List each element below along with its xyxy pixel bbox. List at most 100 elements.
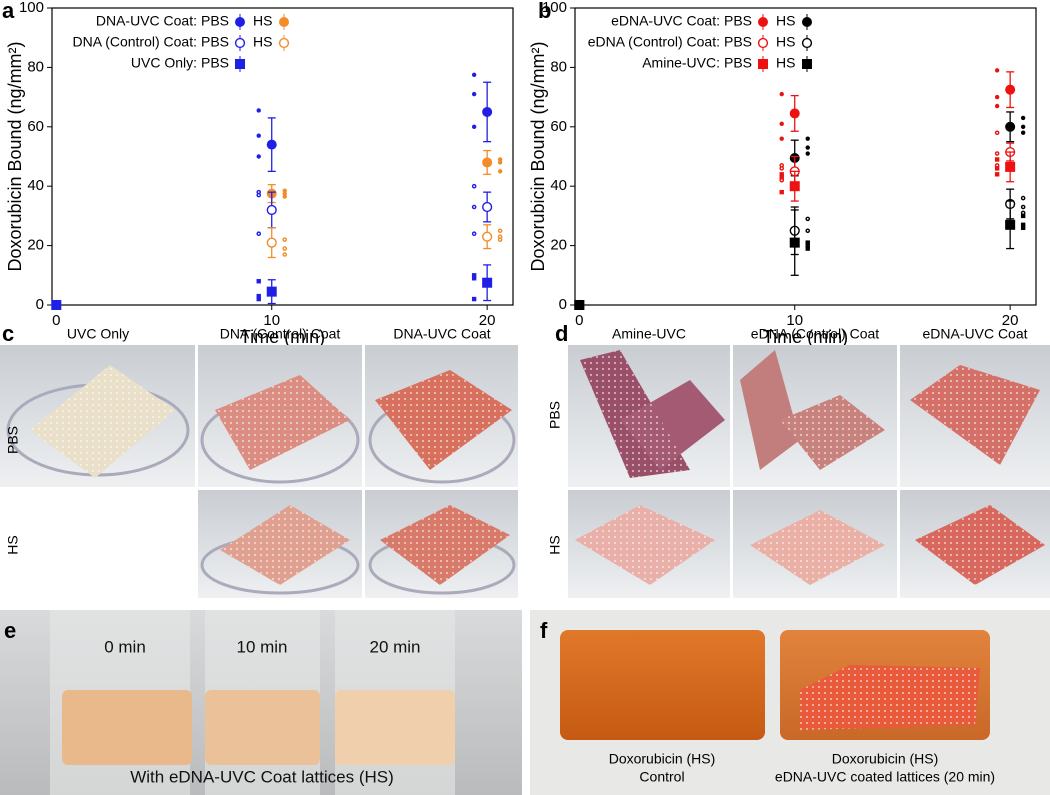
legend-group: DNA (Control) Coat:: [73, 34, 197, 50]
legend-label: PBS: [201, 55, 229, 71]
replicate: [497, 228, 503, 234]
vial-label: 20 min: [369, 637, 420, 656]
replicate: [282, 194, 287, 199]
replicate: [994, 151, 1000, 156]
y-tick-label: 60: [550, 118, 567, 135]
replicate: [1020, 213, 1026, 219]
x-tick-label: 10: [263, 312, 280, 329]
plot-frame: [51, 7, 514, 306]
x-tick-label: 20: [1002, 312, 1019, 329]
legend-marker: [758, 59, 768, 69]
marker: [266, 286, 277, 297]
replicate: [805, 216, 811, 222]
replicate: [282, 252, 288, 257]
replicate: [1020, 130, 1026, 135]
column-header: DNA-UVC Coat: [393, 326, 490, 342]
y-tick-label: 100: [542, 0, 567, 16]
y-tick-label: 60: [27, 118, 44, 135]
replicate: [471, 273, 477, 278]
column-header: UVC Only: [67, 326, 129, 342]
replicate: [805, 151, 810, 156]
legend-marker: [758, 17, 768, 27]
panel-letter: f: [540, 618, 548, 643]
legend-marker: [801, 37, 813, 49]
legend-marker: [802, 59, 812, 69]
legend-marker: [279, 17, 289, 27]
marker: [266, 204, 277, 216]
marker: [789, 181, 800, 192]
replicate: [497, 169, 503, 174]
y-tick-label: 80: [550, 58, 567, 75]
replicate: [471, 231, 477, 237]
replicate: [282, 246, 288, 251]
replicate: [1020, 204, 1026, 210]
replicate: [256, 231, 262, 237]
row-label: HS: [5, 535, 21, 554]
marker: [482, 231, 493, 242]
photo-f: [530, 610, 1050, 795]
marker: [482, 277, 493, 288]
row-label: PBS: [5, 426, 21, 454]
marker: [789, 108, 800, 119]
vial-caption: Control: [639, 769, 684, 785]
x-axis-label: Time (min): [763, 327, 848, 347]
replicate: [471, 183, 477, 189]
replicate: [779, 136, 784, 141]
legend-group: eDNA (Control) Coat:: [588, 34, 720, 50]
replicate: [1020, 222, 1026, 228]
replicate: [779, 121, 784, 127]
replicate: [256, 108, 261, 113]
legend-label: PBS: [724, 34, 752, 50]
x-tick-label: 0: [575, 312, 583, 329]
panel-letter: e: [4, 618, 16, 643]
column-header: eDNA-UVC Coat: [922, 326, 1027, 342]
column-header: eDNA (Control) Coat: [751, 326, 879, 342]
replicate: [471, 124, 477, 129]
x-tick-label: 20: [479, 312, 496, 329]
legend-marker: [234, 37, 246, 49]
replicate: [779, 91, 784, 97]
marker: [789, 237, 800, 248]
replicate: [1020, 115, 1026, 121]
replicate: [471, 72, 477, 78]
y-tick-label: 20: [550, 237, 567, 254]
panel-letter: c: [2, 321, 14, 346]
replicate: [471, 91, 477, 97]
replicate: [779, 172, 784, 177]
replicate: [497, 237, 503, 242]
replicate: [805, 243, 810, 248]
x-tick-label: 0: [52, 312, 60, 329]
replicate: [256, 192, 262, 198]
photo-grid-c: [0, 345, 518, 598]
marker: [1005, 161, 1016, 172]
replicate: [256, 296, 261, 302]
replicate: [471, 204, 477, 210]
x-tick-label: 10: [786, 312, 803, 329]
legend-label: HS: [776, 13, 795, 29]
x-axis-label: Time (min): [240, 327, 325, 347]
replicate: [994, 172, 1000, 177]
legend-marker: [235, 59, 245, 69]
marker: [482, 106, 493, 117]
y-tick-label: 0: [559, 296, 567, 313]
marker: [266, 139, 277, 150]
panel-letter: d: [555, 321, 568, 346]
replicate: [994, 103, 1000, 109]
marker: [1005, 121, 1016, 132]
vial-caption: eDNA-UVC coated lattices (20 min): [775, 769, 995, 785]
replicate: [994, 68, 1000, 73]
legend-label: PBS: [724, 13, 752, 29]
legend-label: HS: [776, 34, 795, 50]
replicate: [1020, 124, 1026, 129]
panel-letter: b: [538, 0, 551, 23]
replicate: [256, 279, 261, 284]
legend-label: HS: [253, 13, 272, 29]
replicate: [471, 276, 477, 281]
marker: [1005, 84, 1016, 95]
replicate: [282, 237, 288, 242]
column-header: DNA (Control) Coat: [220, 326, 341, 342]
replicate: [994, 94, 1000, 100]
marker: [1005, 219, 1016, 230]
